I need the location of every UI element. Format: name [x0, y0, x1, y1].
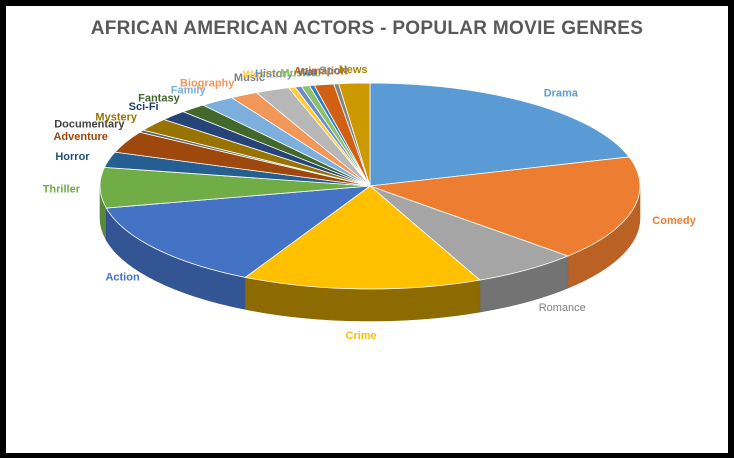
label-comedy: Comedy [652, 215, 696, 227]
label-action: Action [105, 272, 140, 284]
pie-slice-crime[interactable] [244, 185, 481, 290]
label-sport: Sport [319, 65, 348, 77]
pie-slice-drama[interactable] [369, 82, 630, 187]
label-music: Music [234, 72, 265, 84]
label-war: War [297, 67, 318, 79]
label-crime: Crime [346, 330, 377, 342]
label-history: History [255, 68, 294, 80]
label-drama: Drama [544, 87, 579, 99]
label-biography: Biography [180, 78, 235, 90]
chart-title: AFRICAN AMERICAN ACTORS - POPULAR MOVIE … [90, 18, 644, 39]
label-romance: Romance [539, 302, 586, 314]
label-documentary: Documentary [54, 119, 125, 131]
label-musical: Musical [280, 67, 320, 79]
pie-chart: Drama Comedy Romance Crime Action Thriller Hor… [43, 64, 697, 342]
label-sci-fi: Sci-Fi [129, 101, 159, 113]
label-news: News [339, 64, 368, 76]
label-animation: Animation [294, 66, 348, 78]
label-mystery: Mystery [95, 111, 137, 123]
label-horror: Horror [55, 151, 90, 163]
label-adventure: Adventure [53, 131, 107, 143]
pie-slice-action[interactable] [105, 185, 372, 278]
chart-area: AFRICAN AMERICAN ACTORS - POPULAR MOVIE … [6, 6, 728, 453]
label-family: Family [171, 85, 207, 97]
label-fantasy: Fantasy [138, 93, 180, 105]
pie-slice-comedy[interactable] [369, 156, 641, 257]
label-western: Western [243, 69, 286, 81]
pie-slice-news[interactable] [338, 82, 371, 187]
label-thriller: Thriller [43, 184, 81, 196]
